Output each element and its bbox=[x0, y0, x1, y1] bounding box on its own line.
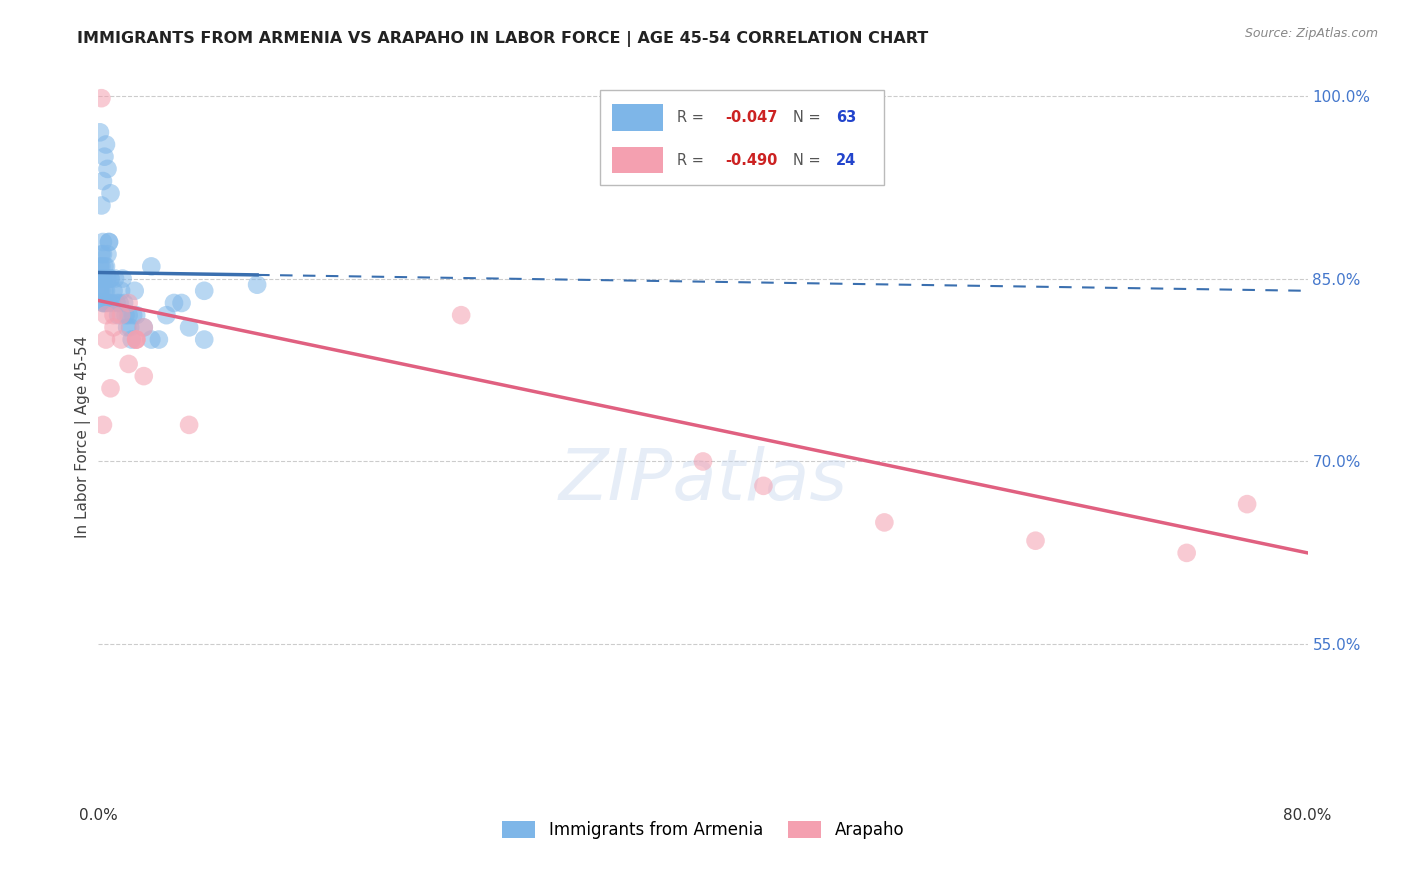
Point bbox=[121, 333, 143, 347]
Point bbox=[193, 284, 215, 298]
Point bbox=[89, 271, 111, 285]
Point bbox=[94, 260, 117, 274]
Text: Source: ZipAtlas.com: Source: ZipAtlas.com bbox=[1244, 27, 1378, 40]
Point bbox=[873, 516, 896, 530]
Point bbox=[103, 284, 125, 298]
Point bbox=[90, 271, 112, 285]
Point bbox=[103, 320, 125, 334]
Point bbox=[90, 247, 112, 261]
Point bbox=[91, 271, 114, 285]
Point bbox=[91, 417, 114, 432]
Point bbox=[91, 235, 114, 249]
Point bbox=[450, 308, 472, 322]
Y-axis label: In Labor Force | Age 45-54: In Labor Force | Age 45-54 bbox=[76, 336, 91, 538]
Point bbox=[132, 320, 155, 334]
Point bbox=[125, 333, 148, 347]
Point bbox=[105, 296, 128, 310]
Point bbox=[100, 381, 122, 395]
Point bbox=[98, 235, 121, 249]
Point bbox=[141, 260, 163, 274]
Point bbox=[100, 271, 122, 285]
Point bbox=[118, 296, 141, 310]
Point bbox=[110, 308, 132, 322]
Point bbox=[91, 247, 114, 261]
Point bbox=[141, 333, 163, 347]
Point bbox=[170, 296, 193, 310]
Point bbox=[125, 308, 148, 322]
Point bbox=[96, 161, 118, 176]
Point bbox=[118, 357, 141, 371]
Point bbox=[89, 284, 111, 298]
Point bbox=[112, 296, 135, 310]
Point bbox=[752, 479, 775, 493]
Point bbox=[125, 333, 148, 347]
Point bbox=[110, 333, 132, 347]
Point bbox=[148, 333, 170, 347]
Text: ZIPatlas: ZIPatlas bbox=[558, 447, 848, 516]
Point bbox=[94, 308, 117, 322]
Point bbox=[100, 271, 122, 285]
Point bbox=[98, 235, 121, 249]
Point bbox=[94, 137, 117, 152]
Point bbox=[100, 186, 122, 201]
Point bbox=[132, 320, 155, 334]
Point bbox=[692, 454, 714, 468]
Point bbox=[108, 296, 131, 310]
Point bbox=[91, 174, 114, 188]
Legend: Immigrants from Armenia, Arapaho: Immigrants from Armenia, Arapaho bbox=[495, 814, 911, 846]
Point bbox=[120, 320, 142, 334]
Point bbox=[179, 320, 201, 334]
Point bbox=[93, 150, 115, 164]
Point bbox=[179, 417, 201, 432]
Point bbox=[124, 284, 146, 298]
Point bbox=[98, 296, 121, 310]
Point bbox=[111, 271, 134, 285]
Point bbox=[94, 333, 117, 347]
Point bbox=[93, 296, 115, 310]
Point bbox=[89, 125, 111, 139]
Point bbox=[155, 308, 177, 322]
Point bbox=[90, 260, 112, 274]
Point bbox=[1236, 497, 1258, 511]
Point bbox=[89, 284, 111, 298]
Point bbox=[90, 91, 112, 105]
Point bbox=[118, 308, 141, 322]
Point bbox=[91, 296, 114, 310]
Point bbox=[114, 308, 136, 322]
Point bbox=[107, 308, 129, 322]
Point bbox=[93, 284, 115, 298]
Point bbox=[90, 284, 112, 298]
Point bbox=[163, 296, 186, 310]
Point bbox=[94, 284, 117, 298]
Point bbox=[93, 271, 115, 285]
Point bbox=[115, 320, 138, 334]
Point bbox=[93, 260, 115, 274]
Point bbox=[89, 260, 111, 274]
Point bbox=[96, 271, 118, 285]
Point bbox=[1175, 546, 1198, 560]
Point bbox=[110, 284, 132, 298]
Point bbox=[193, 333, 215, 347]
Point bbox=[246, 277, 269, 292]
Point bbox=[94, 296, 117, 310]
Point bbox=[125, 333, 148, 347]
Point bbox=[101, 296, 124, 310]
Point bbox=[90, 198, 112, 212]
Point bbox=[96, 247, 118, 261]
Point bbox=[1024, 533, 1046, 548]
Point bbox=[103, 308, 125, 322]
Point bbox=[90, 271, 112, 285]
Point bbox=[91, 296, 114, 310]
Point bbox=[104, 271, 127, 285]
Text: IMMIGRANTS FROM ARMENIA VS ARAPAHO IN LABOR FORCE | AGE 45-54 CORRELATION CHART: IMMIGRANTS FROM ARMENIA VS ARAPAHO IN LA… bbox=[77, 31, 928, 47]
Point bbox=[132, 369, 155, 384]
Point bbox=[122, 308, 145, 322]
